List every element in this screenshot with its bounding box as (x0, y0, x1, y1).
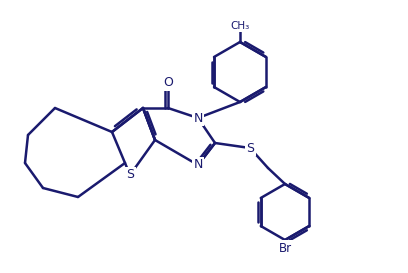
Text: S: S (126, 168, 134, 182)
Text: N: N (193, 159, 203, 171)
Text: O: O (163, 76, 173, 90)
Text: N: N (193, 111, 203, 124)
Text: CH₃: CH₃ (231, 21, 250, 31)
Text: Br: Br (278, 242, 292, 254)
Text: S: S (246, 141, 254, 155)
